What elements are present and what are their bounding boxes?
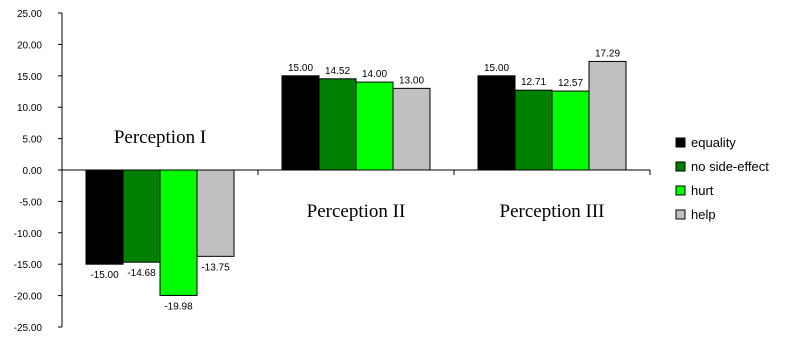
bar-equality-3 (477, 75, 516, 171)
legend-label: no side-effect (691, 159, 769, 174)
bar-help-1 (196, 169, 235, 257)
y-tick-label: 15.00 (17, 72, 42, 83)
y-tick-label: 25.00 (17, 9, 42, 20)
data-label: -15.00 (90, 270, 119, 281)
data-label: -13.75 (201, 262, 230, 273)
legend-label: help (691, 207, 716, 222)
data-label: 15.00 (288, 63, 313, 74)
data-labels: -15.00 -14.68 -19.98 -13.75 15.00 14.52 14.00 1… (90, 48, 620, 312)
data-label: -14.68 (127, 268, 156, 279)
y-tick-label: -5.00 (19, 197, 42, 208)
bar-hurt-3 (551, 90, 590, 171)
legend: equality no side-effect hurt help (675, 135, 769, 222)
legend-label: equality (691, 135, 736, 150)
legend-label: hurt (691, 183, 714, 198)
legend-swatch-equality (675, 137, 686, 148)
bar-help-3 (588, 60, 627, 171)
data-label: 17.29 (595, 48, 620, 59)
data-label: 12.71 (521, 77, 546, 88)
data-label: 15.00 (484, 63, 509, 74)
y-tick-label: 20.00 (17, 40, 42, 51)
y-tick-label: -10.00 (14, 229, 43, 240)
bar-no-side-effect-3 (514, 89, 553, 171)
legend-swatch-help (675, 209, 686, 220)
data-label: 13.00 (399, 75, 424, 86)
category-label-2: Perception II (307, 201, 406, 222)
y-tick-label: -20.00 (14, 292, 43, 303)
bars (85, 60, 627, 296)
category-label-3: Perception III (500, 201, 605, 222)
legend-swatch-no-side-effect (675, 161, 686, 172)
y-tick-label: -15.00 (14, 260, 43, 271)
y-tick-label: 10.00 (17, 103, 42, 114)
bar-equality-2 (281, 75, 320, 171)
y-tick-label: 5.00 (23, 135, 43, 146)
y-tick-label: 0.00 (23, 166, 43, 177)
bar-hurt-2 (355, 81, 394, 171)
bar-hurt-1 (159, 169, 198, 296)
data-label: 14.52 (325, 66, 350, 77)
category-labels: Perception I Perception II Perception III (114, 127, 605, 222)
bar-equality-1 (85, 169, 124, 265)
data-label: 14.00 (362, 69, 387, 80)
legend-swatch-hurt (675, 185, 686, 196)
y-tick-label: -25.00 (14, 323, 43, 334)
bar-no-side-effect-1 (122, 169, 161, 263)
data-label: -19.98 (164, 301, 193, 312)
y-axis: 25.00 20.00 15.00 10.00 5.00 0.00 -5.00 -10.00 -… (14, 9, 63, 334)
bar-no-side-effect-2 (318, 78, 357, 171)
data-label: 12.57 (558, 78, 583, 89)
bar-help-2 (392, 87, 431, 171)
category-label-1: Perception I (114, 127, 206, 148)
